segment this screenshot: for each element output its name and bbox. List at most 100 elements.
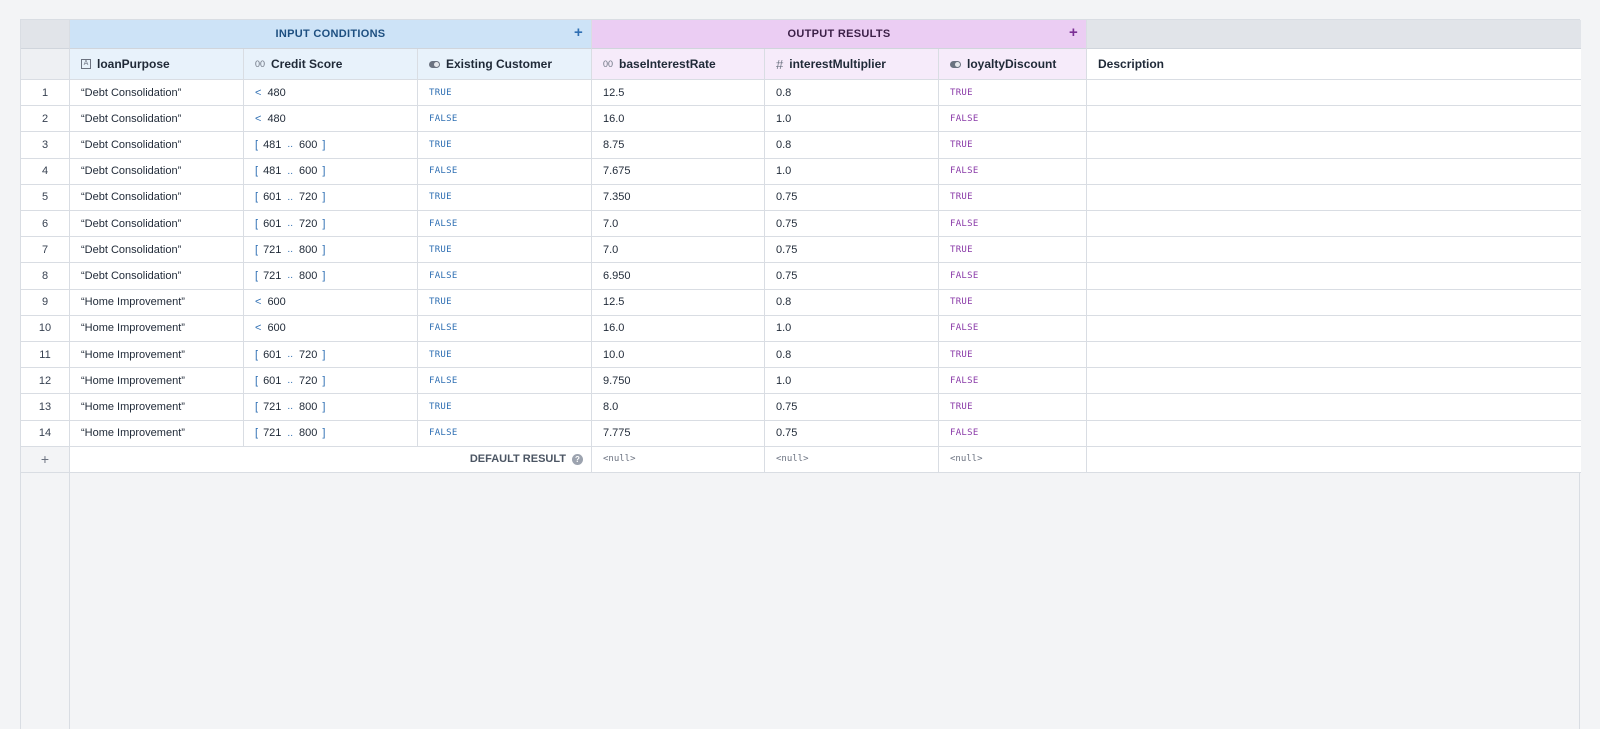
default-output-cell[interactable]: <null> [765, 446, 939, 473]
cell-existing-customer[interactable]: FALSE [418, 263, 592, 290]
row-number[interactable]: 11 [21, 342, 70, 369]
cell-loyalty-discount[interactable]: FALSE [939, 106, 1087, 133]
cell-credit-score[interactable]: <480 [244, 106, 418, 133]
cell-description[interactable] [1087, 158, 1581, 185]
cell-base-interest-rate[interactable]: 16.0 [592, 315, 765, 342]
cell-base-interest-rate[interactable]: 8.0 [592, 394, 765, 421]
cell-loan-purpose[interactable]: “Home Improvement” [70, 342, 244, 369]
cell-credit-score[interactable]: [601.. 720] [244, 211, 418, 238]
add-input-column-button[interactable]: + [573, 24, 583, 41]
cell-existing-customer[interactable]: TRUE [418, 184, 592, 211]
cell-existing-customer[interactable]: FALSE [418, 211, 592, 238]
cell-loan-purpose[interactable]: “Debt Consolidation” [70, 184, 244, 211]
cell-credit-score[interactable]: [721.. 800] [244, 420, 418, 447]
cell-interest-multiplier[interactable]: 0.75 [765, 184, 939, 211]
cell-base-interest-rate[interactable]: 6.950 [592, 263, 765, 290]
row-number[interactable]: 7 [21, 237, 70, 264]
cell-description[interactable] [1087, 80, 1581, 107]
cell-existing-customer[interactable]: TRUE [418, 342, 592, 369]
cell-interest-multiplier[interactable]: 1.0 [765, 158, 939, 185]
row-number[interactable]: 9 [21, 289, 70, 316]
cell-description[interactable] [1087, 342, 1581, 369]
add-output-column-button[interactable]: + [1068, 24, 1078, 41]
cell-base-interest-rate[interactable]: 9.750 [592, 368, 765, 395]
cell-base-interest-rate[interactable]: 16.0 [592, 106, 765, 133]
row-number[interactable]: 2 [21, 106, 70, 133]
row-number[interactable]: 4 [21, 158, 70, 185]
cell-credit-score[interactable]: <480 [244, 80, 418, 107]
cell-loyalty-discount[interactable]: TRUE [939, 132, 1087, 159]
cell-interest-multiplier[interactable]: 0.75 [765, 211, 939, 238]
cell-loyalty-discount[interactable]: TRUE [939, 184, 1087, 211]
cell-interest-multiplier[interactable]: 0.8 [765, 132, 939, 159]
row-number[interactable]: 8 [21, 263, 70, 290]
row-number[interactable]: 14 [21, 420, 70, 447]
cell-credit-score[interactable]: [721.. 800] [244, 394, 418, 421]
cell-loyalty-discount[interactable]: FALSE [939, 315, 1087, 342]
cell-description[interactable] [1087, 289, 1581, 316]
cell-loyalty-discount[interactable]: FALSE [939, 158, 1087, 185]
cell-loan-purpose[interactable]: “Debt Consolidation” [70, 132, 244, 159]
cell-interest-multiplier[interactable]: 0.75 [765, 420, 939, 447]
cell-loyalty-discount[interactable]: FALSE [939, 368, 1087, 395]
cell-interest-multiplier[interactable]: 0.75 [765, 394, 939, 421]
row-number[interactable]: 3 [21, 132, 70, 159]
cell-loyalty-discount[interactable]: FALSE [939, 211, 1087, 238]
cell-loan-purpose[interactable]: “Debt Consolidation” [70, 237, 244, 264]
column-header-2[interactable]: Existing Customer [418, 49, 592, 80]
cell-base-interest-rate[interactable]: 12.5 [592, 289, 765, 316]
cell-interest-multiplier[interactable]: 1.0 [765, 368, 939, 395]
cell-existing-customer[interactable]: FALSE [418, 106, 592, 133]
row-number[interactable]: 5 [21, 184, 70, 211]
row-number[interactable]: 1 [21, 80, 70, 107]
cell-interest-multiplier[interactable]: 0.75 [765, 237, 939, 264]
help-icon[interactable]: ? [572, 453, 583, 465]
cell-credit-score[interactable]: [601.. 720] [244, 184, 418, 211]
cell-description[interactable] [1087, 184, 1581, 211]
cell-existing-customer[interactable]: TRUE [418, 394, 592, 421]
cell-description[interactable] [1087, 420, 1581, 447]
row-number[interactable]: 10 [21, 315, 70, 342]
cell-existing-customer[interactable]: FALSE [418, 315, 592, 342]
cell-base-interest-rate[interactable]: 8.75 [592, 132, 765, 159]
cell-loyalty-discount[interactable]: TRUE [939, 80, 1087, 107]
cell-base-interest-rate[interactable]: 7.675 [592, 158, 765, 185]
cell-loyalty-discount[interactable]: TRUE [939, 394, 1087, 421]
cell-description[interactable] [1087, 315, 1581, 342]
cell-interest-multiplier[interactable]: 0.8 [765, 342, 939, 369]
cell-credit-score[interactable]: <600 [244, 289, 418, 316]
cell-credit-score[interactable]: [481.. 600] [244, 132, 418, 159]
cell-description[interactable] [1087, 263, 1581, 290]
cell-interest-multiplier[interactable]: 1.0 [765, 106, 939, 133]
cell-base-interest-rate[interactable]: 12.5 [592, 80, 765, 107]
cell-loyalty-discount[interactable]: TRUE [939, 237, 1087, 264]
column-header-6[interactable]: Description [1087, 49, 1581, 80]
cell-credit-score[interactable]: [601.. 720] [244, 342, 418, 369]
cell-existing-customer[interactable]: FALSE [418, 420, 592, 447]
row-number[interactable]: 13 [21, 394, 70, 421]
cell-base-interest-rate[interactable]: 10.0 [592, 342, 765, 369]
cell-existing-customer[interactable]: TRUE [418, 132, 592, 159]
cell-loan-purpose[interactable]: “Debt Consolidation” [70, 263, 244, 290]
cell-loan-purpose[interactable]: “Debt Consolidation” [70, 158, 244, 185]
cell-credit-score[interactable]: [481.. 600] [244, 158, 418, 185]
cell-base-interest-rate[interactable]: 7.775 [592, 420, 765, 447]
row-number[interactable]: 6 [21, 211, 70, 238]
cell-loan-purpose[interactable]: “Home Improvement” [70, 420, 244, 447]
cell-loyalty-discount[interactable]: TRUE [939, 342, 1087, 369]
cell-loyalty-discount[interactable]: FALSE [939, 263, 1087, 290]
default-output-cell[interactable]: <null> [592, 446, 765, 473]
cell-loan-purpose[interactable]: “Debt Consolidation” [70, 211, 244, 238]
cell-existing-customer[interactable]: TRUE [418, 80, 592, 107]
cell-loyalty-discount[interactable]: FALSE [939, 420, 1087, 447]
cell-credit-score[interactable]: [721.. 800] [244, 237, 418, 264]
cell-description[interactable] [1087, 106, 1581, 133]
cell-base-interest-rate[interactable]: 7.0 [592, 237, 765, 264]
cell-description[interactable] [1087, 394, 1581, 421]
cell-loan-purpose[interactable]: “Debt Consolidation” [70, 80, 244, 107]
cell-base-interest-rate[interactable]: 7.0 [592, 211, 765, 238]
cell-loan-purpose[interactable]: “Home Improvement” [70, 394, 244, 421]
cell-existing-customer[interactable]: TRUE [418, 237, 592, 264]
row-number[interactable]: 12 [21, 368, 70, 395]
